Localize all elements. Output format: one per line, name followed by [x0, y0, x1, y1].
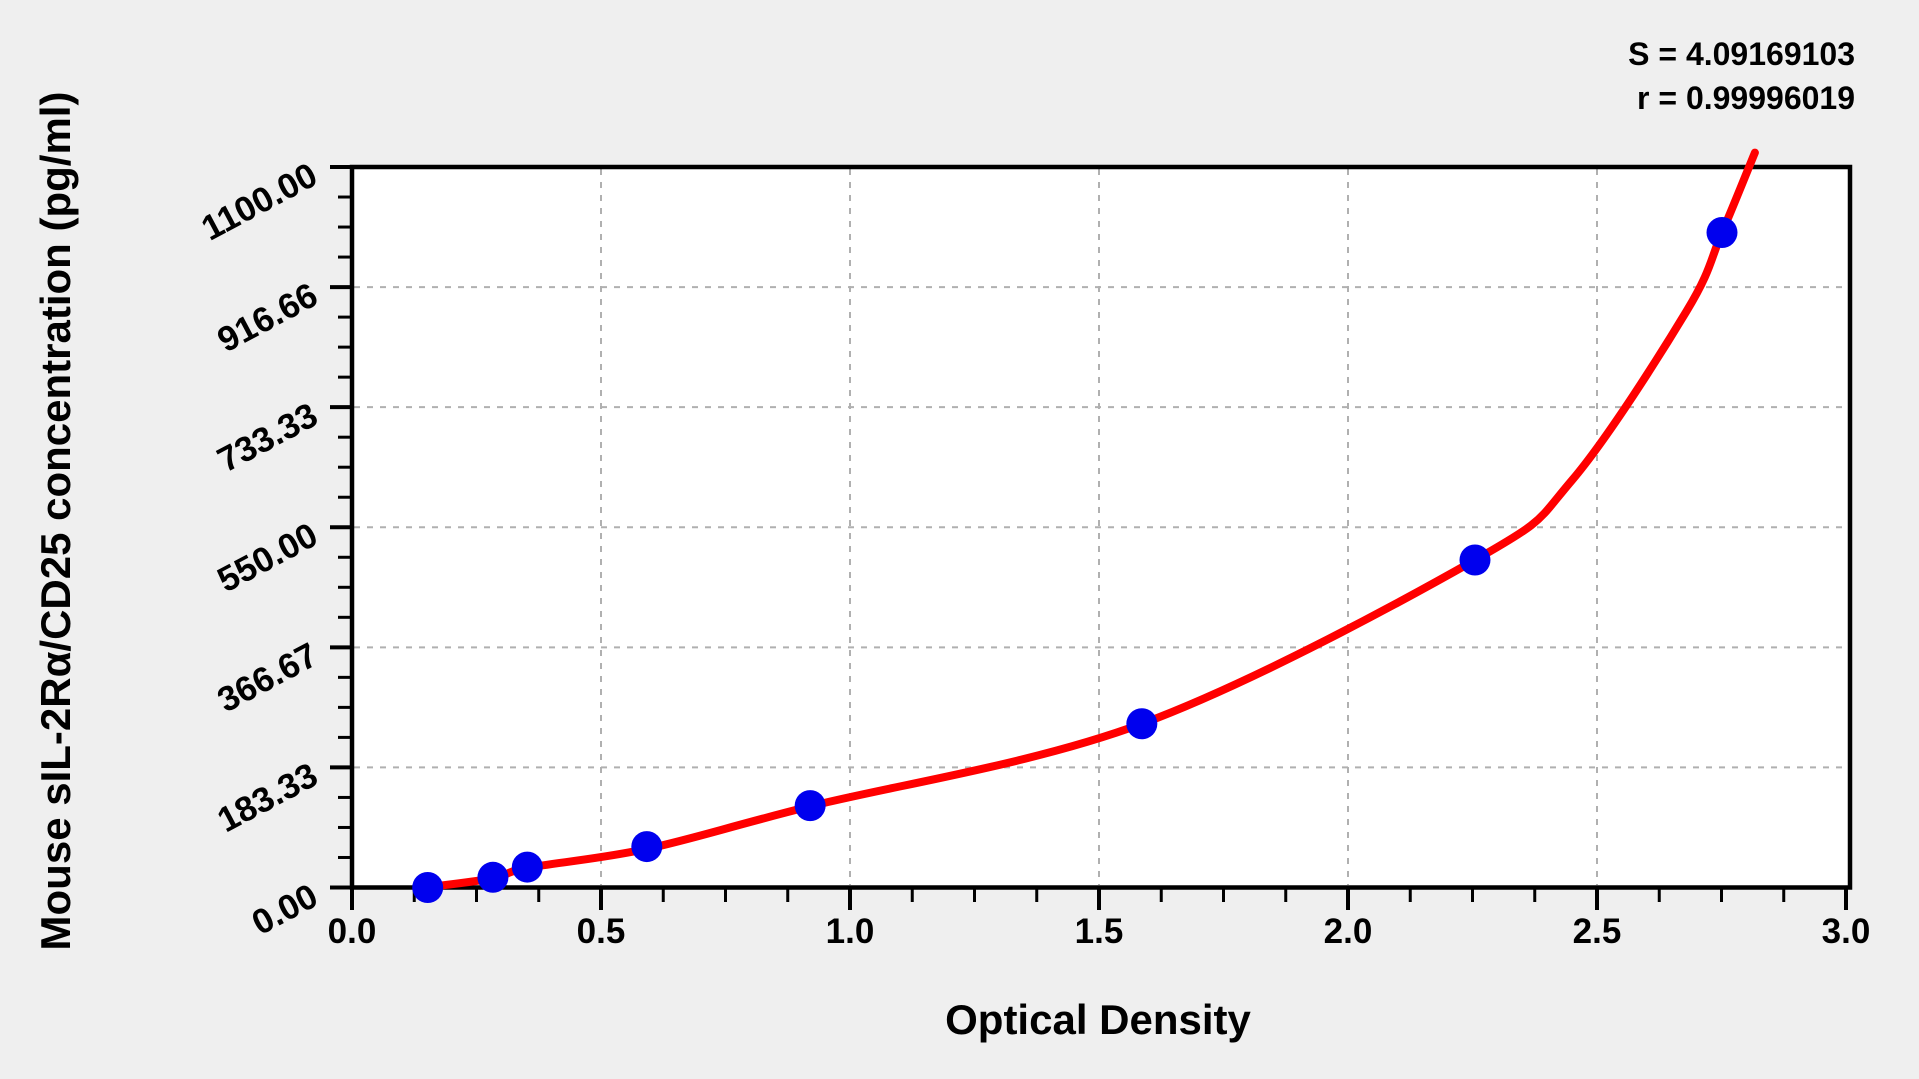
data-point	[412, 872, 444, 903]
data-point	[631, 831, 663, 863]
data-point	[477, 861, 509, 893]
x-tick-label: 0.0	[327, 912, 377, 951]
x-tick-label: 1.0	[825, 912, 875, 951]
y-axis-title: Mouse sIL-2Rα/CD25 concentration (pg/ml)	[32, 91, 79, 951]
data-point	[1459, 544, 1491, 576]
fitted-curve	[421, 148, 1759, 892]
x-tick-label: 3.0	[1821, 912, 1871, 951]
data-point	[511, 851, 543, 883]
data-point	[1126, 708, 1158, 740]
x-axis-title: Optical Density	[945, 996, 1251, 1043]
data-point	[794, 790, 826, 822]
x-tick-label: 2.5	[1572, 912, 1622, 951]
annotation-slope: S = 4.09169103	[1628, 36, 1855, 72]
annotation-correlation: r = 0.99996019	[1637, 80, 1855, 116]
data-point	[1706, 217, 1738, 248]
x-tick-label: 2.0	[1323, 912, 1373, 951]
x-tick-label: 1.5	[1074, 912, 1124, 951]
plot-frame	[349, 164, 1853, 890]
x-tick-label: 0.5	[576, 912, 626, 951]
